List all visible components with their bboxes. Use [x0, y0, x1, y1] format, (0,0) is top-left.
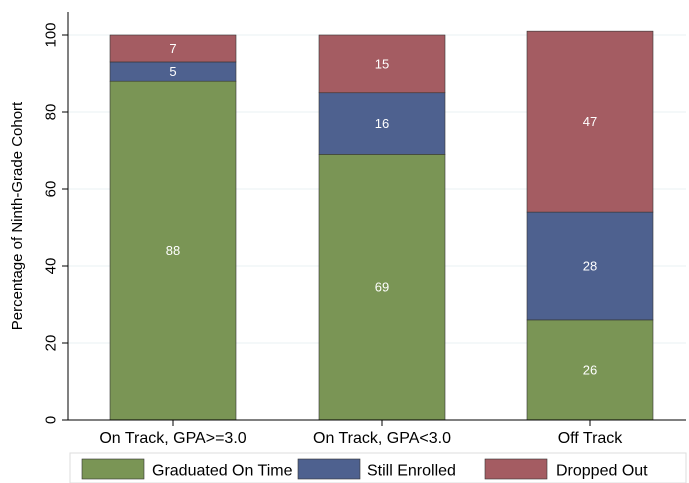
legend-swatch — [81, 458, 145, 480]
bar-segment — [318, 92, 446, 155]
bar-segment — [526, 319, 654, 421]
legend-box — [69, 452, 687, 483]
legend-label: Still Enrolled — [367, 463, 456, 480]
data-label: 15 — [375, 56, 389, 71]
data-label: 16 — [375, 116, 389, 131]
y-tick-label: 60 — [42, 181, 59, 198]
legend-label: Graduated On Time — [152, 463, 293, 480]
y-tick-label: 20 — [42, 335, 59, 352]
bar-segment — [109, 34, 237, 63]
y-tick-label: 40 — [42, 258, 59, 275]
bar-segment — [526, 30, 654, 213]
y-tick-label: 80 — [42, 104, 59, 121]
data-label: 7 — [169, 41, 176, 56]
bar-segment — [109, 80, 237, 421]
bars — [109, 30, 654, 421]
data-label: 5 — [169, 64, 176, 79]
y-tick-label: 100 — [42, 22, 59, 47]
x-category-label: On Track, GPA<3.0 — [313, 430, 451, 447]
legend-swatch — [484, 458, 548, 480]
legend: Graduated On Time Still Enrolled Dropped O… — [69, 452, 687, 483]
legend-label: Dropped Out — [556, 463, 648, 480]
y-axis-title: Percentage of Ninth-Grade Cohort — [9, 101, 26, 330]
data-label: 69 — [375, 280, 389, 295]
x-category-label: On Track, GPA>=3.0 — [99, 430, 246, 447]
data-label: 28 — [583, 259, 597, 274]
bar-segment — [318, 154, 446, 421]
data-label: 47 — [583, 114, 597, 129]
y-axis: 0 20 40 60 80 100 — [42, 12, 69, 424]
y-tick-label: 0 — [42, 416, 59, 424]
x-category-label: Off Track — [558, 430, 624, 447]
x-axis: On Track, GPA>=3.0 On Track, GPA<3.0 Off T… — [68, 419, 686, 447]
data-label: 26 — [583, 363, 597, 378]
data-labels: 88 5 7 69 16 15 26 28 47 — [166, 41, 597, 377]
legend-swatch — [297, 458, 361, 480]
data-label: 88 — [166, 243, 180, 258]
bar-segment — [318, 34, 446, 94]
